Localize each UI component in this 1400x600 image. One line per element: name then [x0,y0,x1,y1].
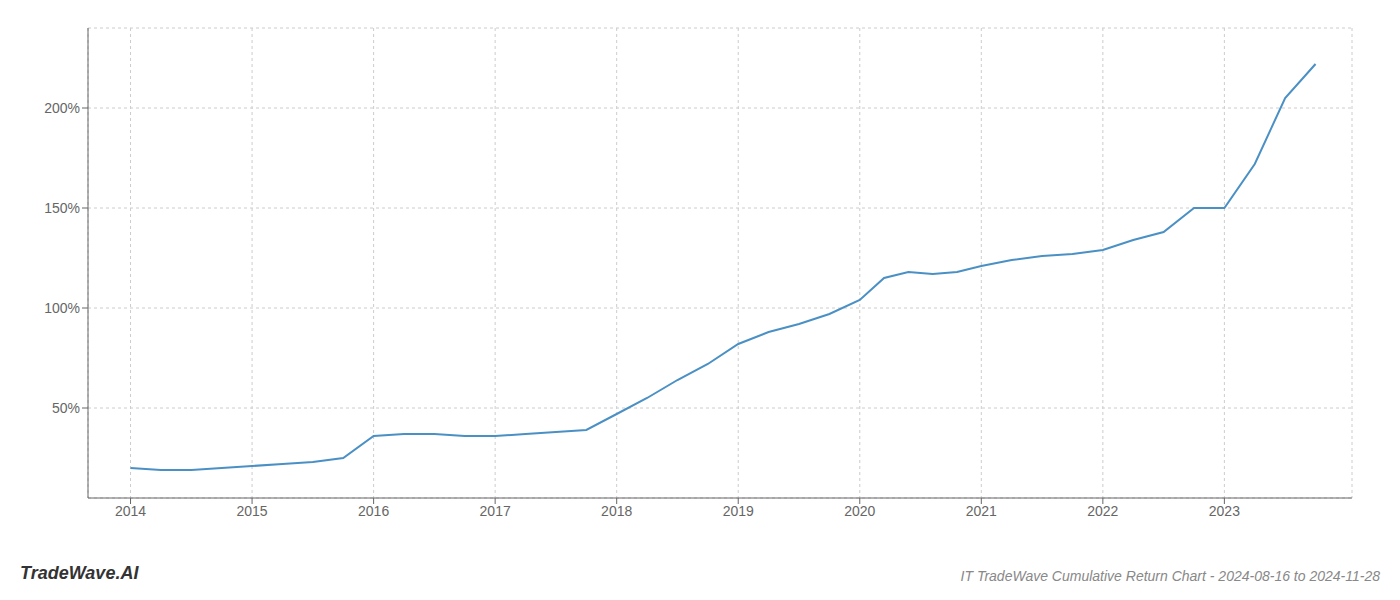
svg-text:2014: 2014 [115,503,146,519]
svg-text:2018: 2018 [601,503,632,519]
svg-text:2023: 2023 [1209,503,1240,519]
html-text:TradeWave.AI: TradeWave.AI [20,563,139,583]
svg-text:100%: 100% [44,300,80,316]
svg-text:2022: 2022 [1087,503,1118,519]
svg-text:2019: 2019 [723,503,754,519]
svg-text:200%: 200% [44,100,80,116]
svg-text:2016: 2016 [358,503,389,519]
svg-text:2021: 2021 [966,503,997,519]
svg-text:2015: 2015 [236,503,267,519]
svg-text:2017: 2017 [480,503,511,519]
html-text:IT TradeWave Cumulative Return: IT TradeWave Cumulative Return Chart - 2… [960,568,1380,584]
svg-text:150%: 150% [44,200,80,216]
svg-text:2020: 2020 [844,503,875,519]
svg-text:50%: 50% [52,400,80,416]
